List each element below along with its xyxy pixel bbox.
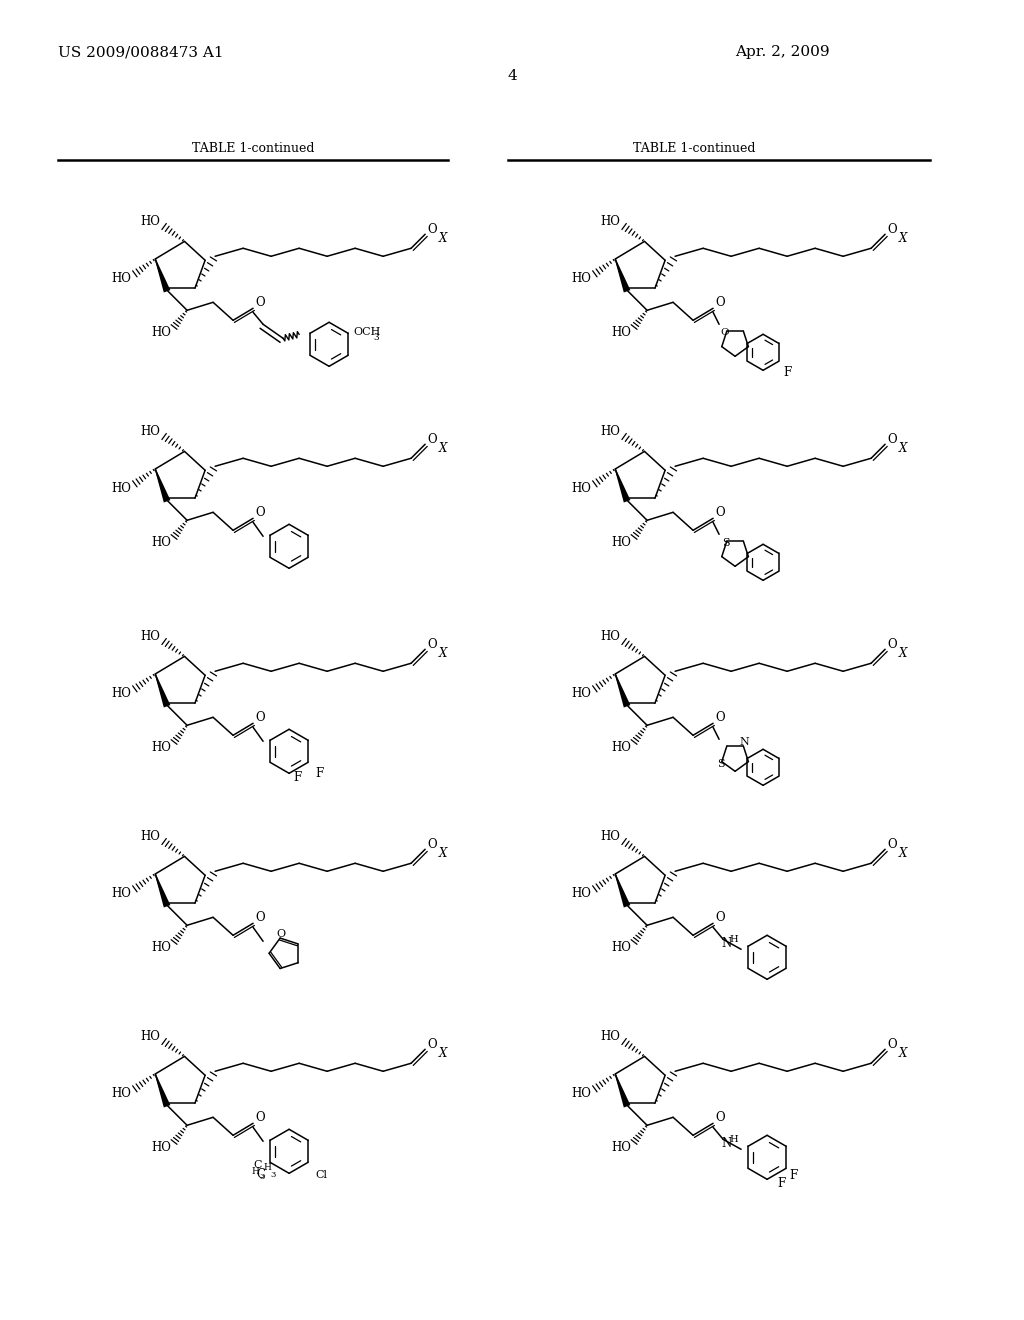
Text: H: H — [729, 1135, 737, 1144]
Text: O: O — [427, 223, 437, 236]
Text: HO: HO — [611, 741, 631, 754]
Text: TABLE 1-continued: TABLE 1-continued — [191, 141, 314, 154]
Text: N: N — [739, 737, 750, 747]
Text: HO: HO — [112, 272, 131, 285]
Text: C: C — [256, 1168, 265, 1181]
Text: HO: HO — [571, 887, 591, 900]
Text: O: O — [887, 433, 897, 446]
Text: HO: HO — [600, 215, 621, 228]
Polygon shape — [155, 259, 170, 293]
Text: HO: HO — [152, 326, 171, 339]
Text: O: O — [255, 911, 265, 924]
Text: HO: HO — [611, 536, 631, 549]
Text: HO: HO — [152, 1140, 171, 1154]
Text: Apr. 2, 2009: Apr. 2, 2009 — [735, 45, 829, 59]
Text: N: N — [721, 1137, 731, 1150]
Text: X: X — [899, 846, 907, 859]
Text: S: S — [722, 539, 729, 548]
Text: HO: HO — [152, 941, 171, 954]
Text: F: F — [293, 771, 301, 784]
Text: X: X — [439, 442, 447, 455]
Text: 4: 4 — [507, 69, 517, 83]
Text: O: O — [427, 433, 437, 446]
Text: O: O — [255, 296, 265, 309]
Text: HO: HO — [571, 1088, 591, 1101]
Text: O: O — [255, 506, 265, 519]
Text: C: C — [253, 1160, 261, 1171]
Text: HO: HO — [152, 536, 171, 549]
Text: HO: HO — [140, 1030, 161, 1043]
Polygon shape — [614, 874, 631, 907]
Text: H: H — [251, 1167, 259, 1176]
Text: X: X — [899, 647, 907, 660]
Text: O: O — [255, 710, 265, 723]
Text: H: H — [263, 1163, 271, 1172]
Text: F: F — [783, 366, 792, 379]
Text: X: X — [439, 232, 447, 244]
Text: HO: HO — [611, 1140, 631, 1154]
Text: 3: 3 — [270, 1171, 275, 1179]
Text: S: S — [717, 759, 724, 768]
Text: O: O — [427, 1038, 437, 1051]
Text: O: O — [715, 506, 725, 519]
Polygon shape — [614, 673, 631, 708]
Text: OCH: OCH — [353, 327, 381, 338]
Text: 3: 3 — [259, 1173, 264, 1181]
Polygon shape — [155, 874, 170, 907]
Text: HO: HO — [600, 830, 621, 843]
Text: HO: HO — [600, 425, 621, 438]
Text: O: O — [427, 838, 437, 851]
Text: TABLE 1-continued: TABLE 1-continued — [633, 141, 756, 154]
Text: N: N — [721, 937, 731, 950]
Text: O: O — [887, 223, 897, 236]
Text: HO: HO — [112, 483, 131, 495]
Text: HO: HO — [140, 425, 161, 438]
Text: O: O — [276, 929, 286, 939]
Text: F: F — [315, 767, 324, 780]
Text: HO: HO — [571, 483, 591, 495]
Text: HO: HO — [611, 941, 631, 954]
Text: O: O — [721, 329, 729, 338]
Text: H: H — [729, 935, 737, 944]
Text: HO: HO — [600, 1030, 621, 1043]
Text: X: X — [899, 442, 907, 455]
Polygon shape — [155, 1073, 170, 1107]
Text: O: O — [887, 1038, 897, 1051]
Text: O: O — [715, 710, 725, 723]
Text: X: X — [899, 232, 907, 244]
Polygon shape — [614, 259, 631, 293]
Text: F: F — [790, 1168, 798, 1181]
Text: O: O — [715, 296, 725, 309]
Polygon shape — [614, 1073, 631, 1107]
Text: HO: HO — [112, 887, 131, 900]
Text: HO: HO — [112, 1088, 131, 1101]
Text: HO: HO — [152, 741, 171, 754]
Text: HO: HO — [611, 326, 631, 339]
Text: HO: HO — [140, 215, 161, 228]
Text: HO: HO — [600, 630, 621, 643]
Text: US 2009/0088473 A1: US 2009/0088473 A1 — [58, 45, 223, 59]
Text: 3: 3 — [373, 333, 379, 342]
Polygon shape — [614, 469, 631, 503]
Text: X: X — [439, 1047, 447, 1060]
Text: O: O — [887, 838, 897, 851]
Text: HO: HO — [140, 830, 161, 843]
Text: O: O — [715, 1111, 725, 1123]
Text: HO: HO — [571, 272, 591, 285]
Text: X: X — [899, 1047, 907, 1060]
Text: O: O — [427, 638, 437, 651]
Text: HO: HO — [112, 688, 131, 701]
Text: HO: HO — [140, 630, 161, 643]
Text: X: X — [439, 846, 447, 859]
Text: X: X — [439, 647, 447, 660]
Text: F: F — [777, 1177, 785, 1189]
Text: Cl: Cl — [315, 1171, 327, 1180]
Polygon shape — [155, 673, 170, 708]
Text: HO: HO — [571, 688, 591, 701]
Polygon shape — [155, 469, 170, 503]
Text: O: O — [715, 911, 725, 924]
Text: O: O — [255, 1111, 265, 1123]
Text: O: O — [887, 638, 897, 651]
